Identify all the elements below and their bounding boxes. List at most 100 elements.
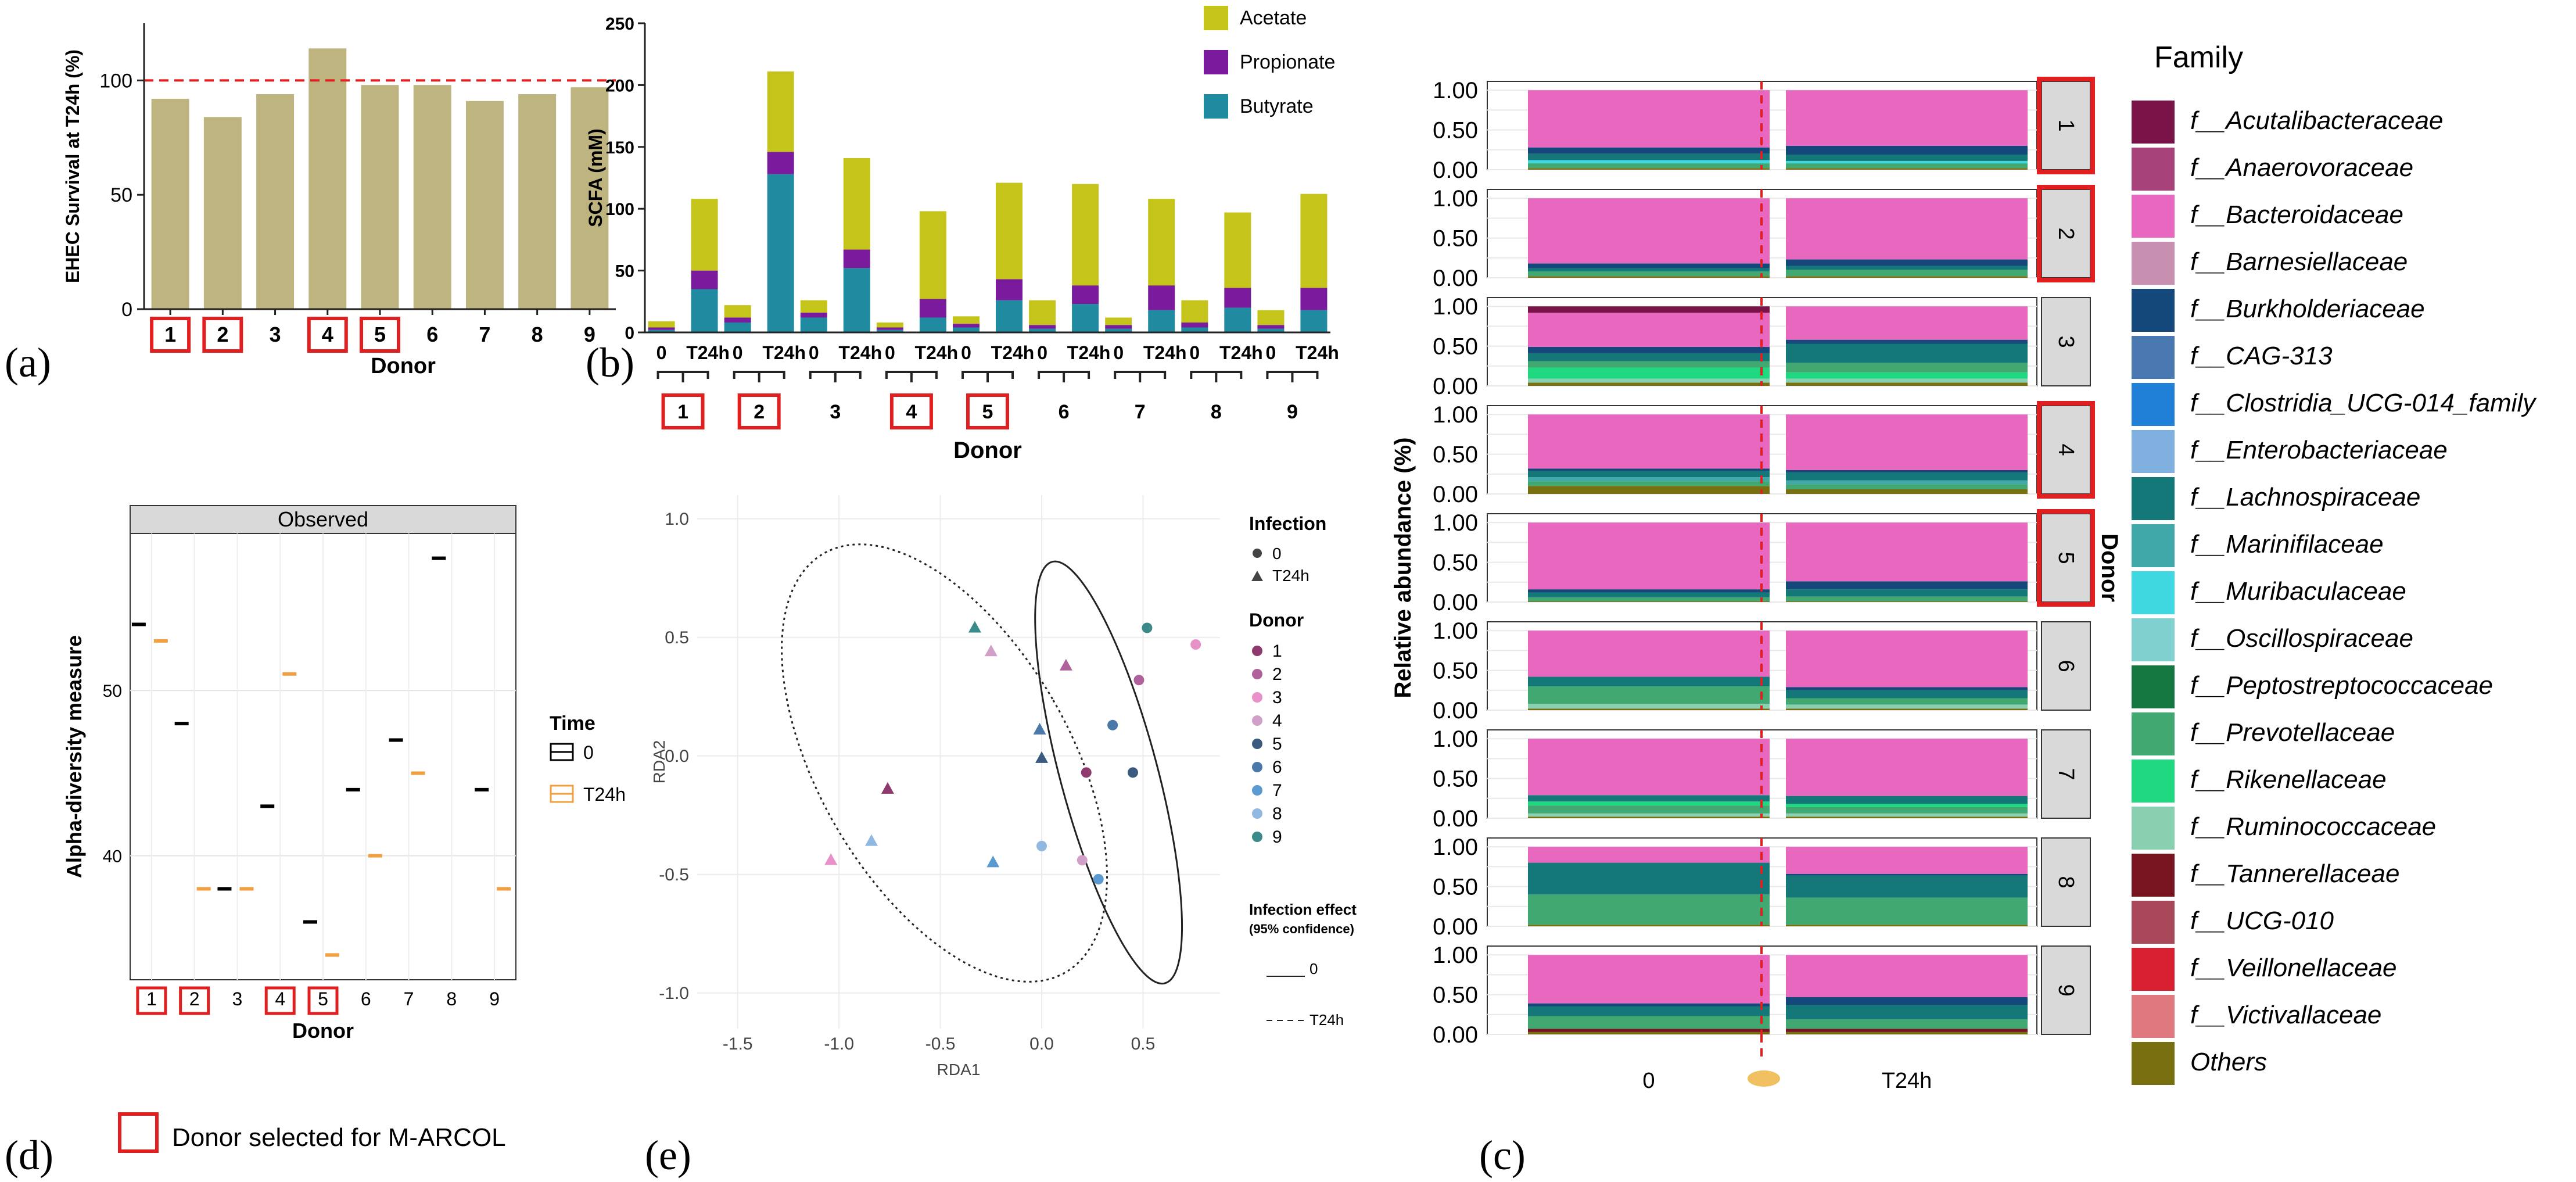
bar-c-4-T24h-Others <box>1786 489 2028 494</box>
bar-b-acetate-5 <box>843 157 870 250</box>
bar-b-butyrate-14 <box>1181 327 1208 332</box>
bar-b-butyrate-9 <box>996 300 1022 332</box>
legend-swatch-b-propionate <box>1204 50 1228 74</box>
ytick-label-c-6-1.00: 1.00 <box>1433 618 1478 644</box>
legend-label-c-8: f__Lachnospiraceae <box>2190 483 2420 511</box>
point-e-0-donor-1 <box>1081 767 1092 778</box>
bar-a-donor-9 <box>571 87 609 309</box>
ytick-label-c-1-0.50: 0.50 <box>1433 118 1478 144</box>
ytick-label-e--0.5: -0.5 <box>659 865 689 884</box>
panel-label-c: (c) <box>1479 1132 1526 1179</box>
bar-c-5-T24h-f__Bacteroidaceae <box>1786 522 2028 582</box>
bar-c-8-0-f__Bacteroidaceae <box>1528 847 1770 863</box>
donor-label-b-9: 9 <box>1287 401 1298 423</box>
ytick-label-b-0: 0 <box>625 324 634 343</box>
ytick-label-b-250: 250 <box>605 15 634 34</box>
ytick-label-c-2-1.00: 1.00 <box>1433 186 1478 212</box>
bar-c-1-T24h-f__Muribaculaceae <box>1786 160 2028 164</box>
ytick-label-c-7-1.00: 1.00 <box>1433 726 1478 752</box>
xtick-label-a-1: 1 <box>164 323 176 346</box>
point-e-0-donor-2 <box>1133 675 1145 686</box>
ytick-label-b-100: 100 <box>605 200 634 219</box>
legend-key-e-infection-0 <box>1253 549 1262 558</box>
ytick-label-c-8-0.50: 0.50 <box>1433 875 1478 900</box>
legend-swatch-c-6 <box>2130 382 2176 427</box>
bar-b-acetate-6 <box>876 322 903 328</box>
bar-b-propionate-5 <box>843 249 870 268</box>
time-label-b-3-0: 0 <box>809 342 819 363</box>
legend-swatch-b-butyrate <box>1204 94 1228 119</box>
xtick-label-e--0.5: -0.5 <box>925 1034 956 1054</box>
bar-c-4-0-Others <box>1528 486 1770 494</box>
time-label-b-9-t24h: T24h <box>1296 342 1339 363</box>
bar-a-donor-3 <box>256 94 295 310</box>
bar-c-3-0-f__Lachnospiraceae <box>1528 353 1770 361</box>
facet-label-c: Donor <box>2097 533 2122 602</box>
ytick-label-d-50: 50 <box>103 682 122 701</box>
xtick-label-a-2: 2 <box>217 323 228 346</box>
legend-label-e-infection-0: 0 <box>1272 545 1282 563</box>
legend-swatch-c-17 <box>2130 900 2176 945</box>
bar-b-propionate-11 <box>1072 285 1099 305</box>
bar-b-acetate-7 <box>919 211 946 299</box>
legend-label-c-18: f__Veillonellaceae <box>2190 954 2397 982</box>
legend-label-c-10: f__Muribaculaceae <box>2190 577 2406 606</box>
bar-c-4-T24h-f__Prevotellaceae <box>1786 484 2028 489</box>
ytick-label-a-50: 50 <box>110 184 132 206</box>
bar-c-9-0-f__Bacteroidaceae <box>1528 955 1770 1004</box>
xtick-label-d-2: 2 <box>189 988 200 1009</box>
ytick-label-b-200: 200 <box>605 76 634 95</box>
bar-c-6-T24h-f__Prevotellaceae <box>1786 698 2028 705</box>
legend-label-e-infection-t24h: T24h <box>1272 567 1309 585</box>
bar-b-butyrate-10 <box>1029 328 1056 332</box>
legend-key-e-donor-8 <box>1252 808 1262 819</box>
legend-label-c-7: f__Enterobacteriaceae <box>2190 436 2448 464</box>
legend-title-e-infection: Infection <box>1249 513 1326 534</box>
legend-swatch-c-0 <box>2130 99 2176 145</box>
bar-c-6-T24h-f__Bacteroidaceae <box>1786 631 2028 687</box>
xtick-label-c-0: 0 <box>1642 1069 1655 1093</box>
panel-label-b: (b) <box>586 339 634 386</box>
bar-c-6-T24h-f__Lachnospiraceae <box>1786 690 2028 699</box>
bar-c-7-0-f__Rikenellaceae <box>1528 801 1770 806</box>
legend-label-c-0: f__Acutalibacteraceae <box>2190 106 2443 135</box>
bar-b-butyrate-5 <box>843 268 870 332</box>
bar-c-1-T24h-Others <box>1786 168 2028 170</box>
bar-c-4-T24h-f__Lachnospiraceae <box>1786 472 2028 481</box>
xtick-label-e-0.0: 0.0 <box>1029 1034 1054 1054</box>
bar-b-acetate-14 <box>1181 300 1208 323</box>
ylabel-e: RDA2 <box>650 740 668 784</box>
ytick-label-d-40: 40 <box>103 847 122 866</box>
legend-label-e-donor-7: 7 <box>1272 781 1282 800</box>
donor-label-b-5: 5 <box>982 401 993 423</box>
legend-label-c-17: f__UCG-010 <box>2190 907 2334 935</box>
bar-c-4-0-f__Marinifilaceae <box>1528 477 1770 482</box>
bar-c-8-T24h-f__Prevotellaceae <box>1786 897 2028 925</box>
bar-b-acetate-13 <box>1148 199 1175 286</box>
bar-c-7-T24h-f__Bacteroidaceae <box>1786 739 2028 796</box>
donor-label-b-6: 6 <box>1059 401 1070 423</box>
bar-b-butyrate-16 <box>1257 328 1285 332</box>
legend-swatch-c-3 <box>2130 241 2176 286</box>
ytick-label-b-150: 150 <box>605 138 634 157</box>
strip-label-c-8: 8 <box>2054 876 2078 888</box>
xtick-label-a-5: 5 <box>374 323 386 346</box>
bar-c-8-T24h-f__Bacteroidaceae <box>1786 847 2028 874</box>
bar-b-propionate-8 <box>953 324 980 328</box>
time-label-b-1-0: 0 <box>656 342 667 363</box>
selected-box-b-4 <box>889 393 933 429</box>
legend-label-e-donor-8: 8 <box>1272 804 1282 823</box>
ytick-label-c-4-0.50: 0.50 <box>1433 442 1478 468</box>
selected-box-a-5 <box>360 317 400 353</box>
strip-label-c-7: 7 <box>2054 768 2078 780</box>
bar-c-2-T24h-f__Prevotellaceae <box>1786 270 2028 277</box>
bar-c-2-T24h-Others <box>1786 276 2028 278</box>
strip-title-d: Observed <box>278 507 368 531</box>
bar-b-butyrate-7 <box>919 317 946 332</box>
point-e-t24h-donor-3 <box>824 853 838 865</box>
selected-box-a-2 <box>202 317 243 353</box>
time-label-b-4-0: 0 <box>885 342 895 363</box>
bar-b-propionate-0 <box>648 327 675 330</box>
bar-b-acetate-11 <box>1072 184 1099 286</box>
